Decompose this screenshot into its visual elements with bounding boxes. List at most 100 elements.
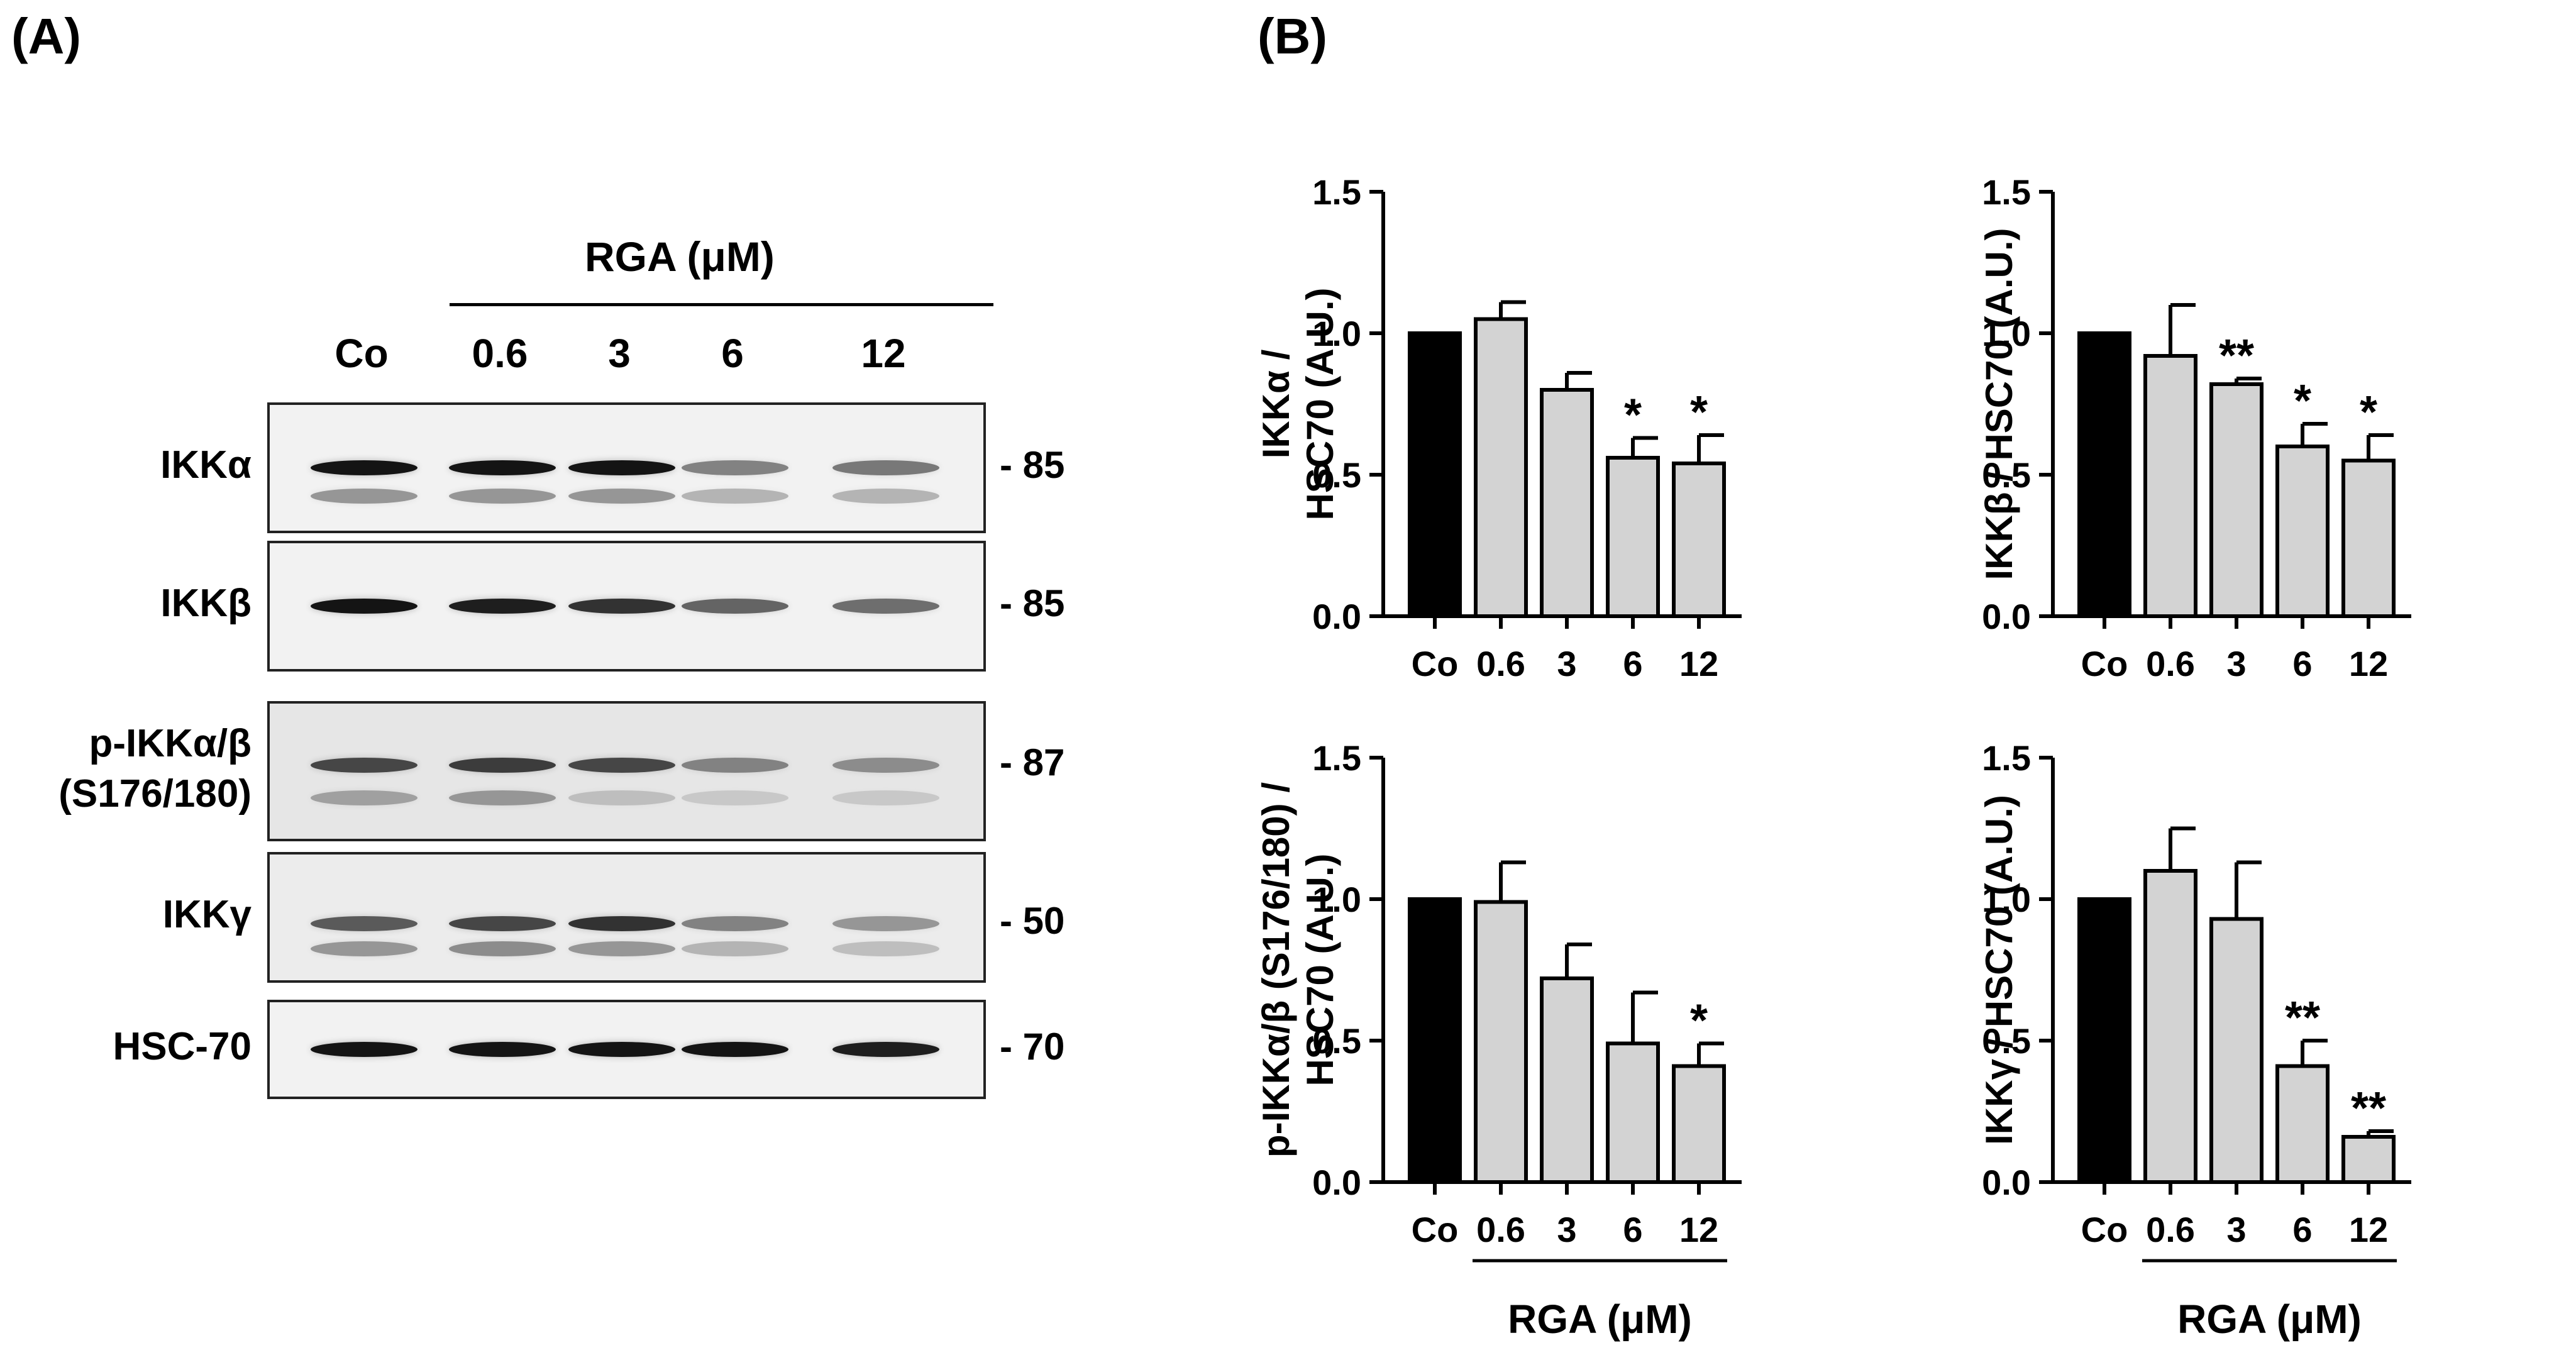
bar <box>1672 462 1726 618</box>
blot-band <box>832 1042 939 1057</box>
lane-label: 0.6 <box>472 331 528 376</box>
bar <box>1672 1064 1726 1184</box>
molecular-weight-label: - 85 <box>1000 444 1065 486</box>
protein-label: p-IKKα/β (S176/180) <box>58 721 252 816</box>
y-axis-label: IKKα / <box>1255 349 1297 458</box>
significance-marker: ** <box>2219 331 2254 381</box>
blot-band <box>311 941 417 956</box>
x-tick-label: 3 <box>1557 1210 1576 1249</box>
y-tick-label: 0.0 <box>1982 597 2031 636</box>
treatment-label: RGA (μM) <box>585 233 775 280</box>
x-tick-label: 6 <box>1623 644 1642 683</box>
bar <box>2275 1064 2330 1184</box>
x-tick-label: 3 <box>2226 644 2246 683</box>
blot-band <box>682 599 788 614</box>
x-tick-label: 6 <box>1623 1210 1642 1249</box>
blot-image <box>267 541 986 672</box>
blot-band <box>449 790 556 805</box>
blot-band <box>832 790 939 805</box>
blot-band <box>682 916 788 931</box>
protein-label: IKKα <box>160 443 252 487</box>
x-tick-label: 0.6 <box>1476 644 1525 683</box>
blot-band <box>568 1042 675 1057</box>
y-axis-label: p-IKKα/β (S176/180) / <box>1255 782 1297 1158</box>
x-tick-label: Co <box>2081 644 2128 683</box>
y-axis-label: HSC70 (A.U.) <box>1299 287 1341 520</box>
x-tick-label: Co <box>1412 644 1459 683</box>
treatment-label: RGA (μM) <box>2177 1297 2362 1342</box>
blot-band <box>568 489 675 504</box>
blot-band <box>682 1042 788 1057</box>
significance-marker: * <box>2294 376 2311 426</box>
bar <box>2275 445 2330 618</box>
bar <box>1540 976 1594 1184</box>
blot-image <box>267 852 986 983</box>
x-tick-label: 3 <box>1557 644 1576 683</box>
blot-band <box>311 489 417 504</box>
blot-band <box>568 460 675 475</box>
y-tick-label: 1.0 <box>1982 314 2031 353</box>
blot-band <box>568 599 675 614</box>
panel-b-label: (B) <box>1258 8 1328 64</box>
bar <box>1540 388 1594 618</box>
x-tick-label: 12 <box>2349 644 2388 683</box>
x-tick-label: 12 <box>2349 1210 2388 1249</box>
bar <box>2341 1135 2396 1184</box>
bar <box>1474 317 1528 618</box>
y-tick-label: 0.5 <box>1982 1021 2031 1061</box>
blot-band <box>311 916 417 931</box>
significance-marker: * <box>1690 996 1708 1046</box>
bar <box>2209 917 2264 1184</box>
y-tick-label: 0.0 <box>1982 1163 2031 1202</box>
bar <box>2077 331 2131 618</box>
x-tick-label: 0.6 <box>1476 1210 1525 1249</box>
blot-band <box>449 758 556 773</box>
bar <box>1408 331 1462 618</box>
blot-band <box>311 460 417 475</box>
blot-band <box>568 916 675 931</box>
blot-band <box>311 599 417 614</box>
blot-band <box>682 941 788 956</box>
blot-band <box>449 916 556 931</box>
y-tick-label: 1.0 <box>1982 880 2031 919</box>
bar <box>1606 456 1660 618</box>
x-tick-label: 0.6 <box>2146 644 2195 683</box>
significance-marker: * <box>1624 390 1642 441</box>
y-tick-label: 1.5 <box>1312 172 1361 212</box>
molecular-weight-label: - 87 <box>1000 741 1065 783</box>
y-tick-label: 1.5 <box>1312 738 1361 778</box>
blot-band <box>682 758 788 773</box>
molecular-weight-label: - 70 <box>1000 1026 1065 1068</box>
bar <box>2077 897 2131 1184</box>
blot-band <box>682 460 788 475</box>
y-tick-label: 1.0 <box>1312 880 1361 919</box>
molecular-weight-label: - 50 <box>1000 900 1065 942</box>
lane-label: Co <box>334 331 389 376</box>
blot-image <box>267 1000 986 1099</box>
y-tick-label: 0.0 <box>1312 1163 1361 1202</box>
blot-image <box>267 402 986 533</box>
x-tick-label: 12 <box>1679 1210 1718 1249</box>
significance-marker: * <box>1690 387 1708 438</box>
molecular-weight-label: - 85 <box>1000 582 1065 624</box>
blot-band <box>832 916 939 931</box>
blot-band <box>311 1042 417 1057</box>
y-tick-label: 1.5 <box>1982 738 2031 778</box>
y-tick-label: 1.0 <box>1312 314 1361 353</box>
blot-band <box>449 1042 556 1057</box>
x-tick-label: Co <box>2081 1210 2128 1249</box>
significance-marker: * <box>2360 387 2377 438</box>
blot-band <box>311 758 417 773</box>
y-tick-label: 1.5 <box>1982 172 2031 212</box>
panel-a-label: (A) <box>11 8 82 64</box>
x-tick-label: 0.6 <box>2146 1210 2195 1249</box>
x-tick-label: Co <box>1412 1210 1459 1249</box>
bar <box>1474 900 1528 1184</box>
lane-label: 12 <box>861 331 906 376</box>
y-axis-label: HSC70 (A.U.) <box>1299 853 1341 1086</box>
treatment-label: RGA (μM) <box>1508 1297 1692 1342</box>
y-axis-label: IKKβ / HSC70 (A.U.) <box>1978 228 2020 580</box>
bar <box>2143 354 2197 618</box>
blot-band <box>568 790 675 805</box>
protein-label: HSC-70 <box>113 1025 252 1068</box>
